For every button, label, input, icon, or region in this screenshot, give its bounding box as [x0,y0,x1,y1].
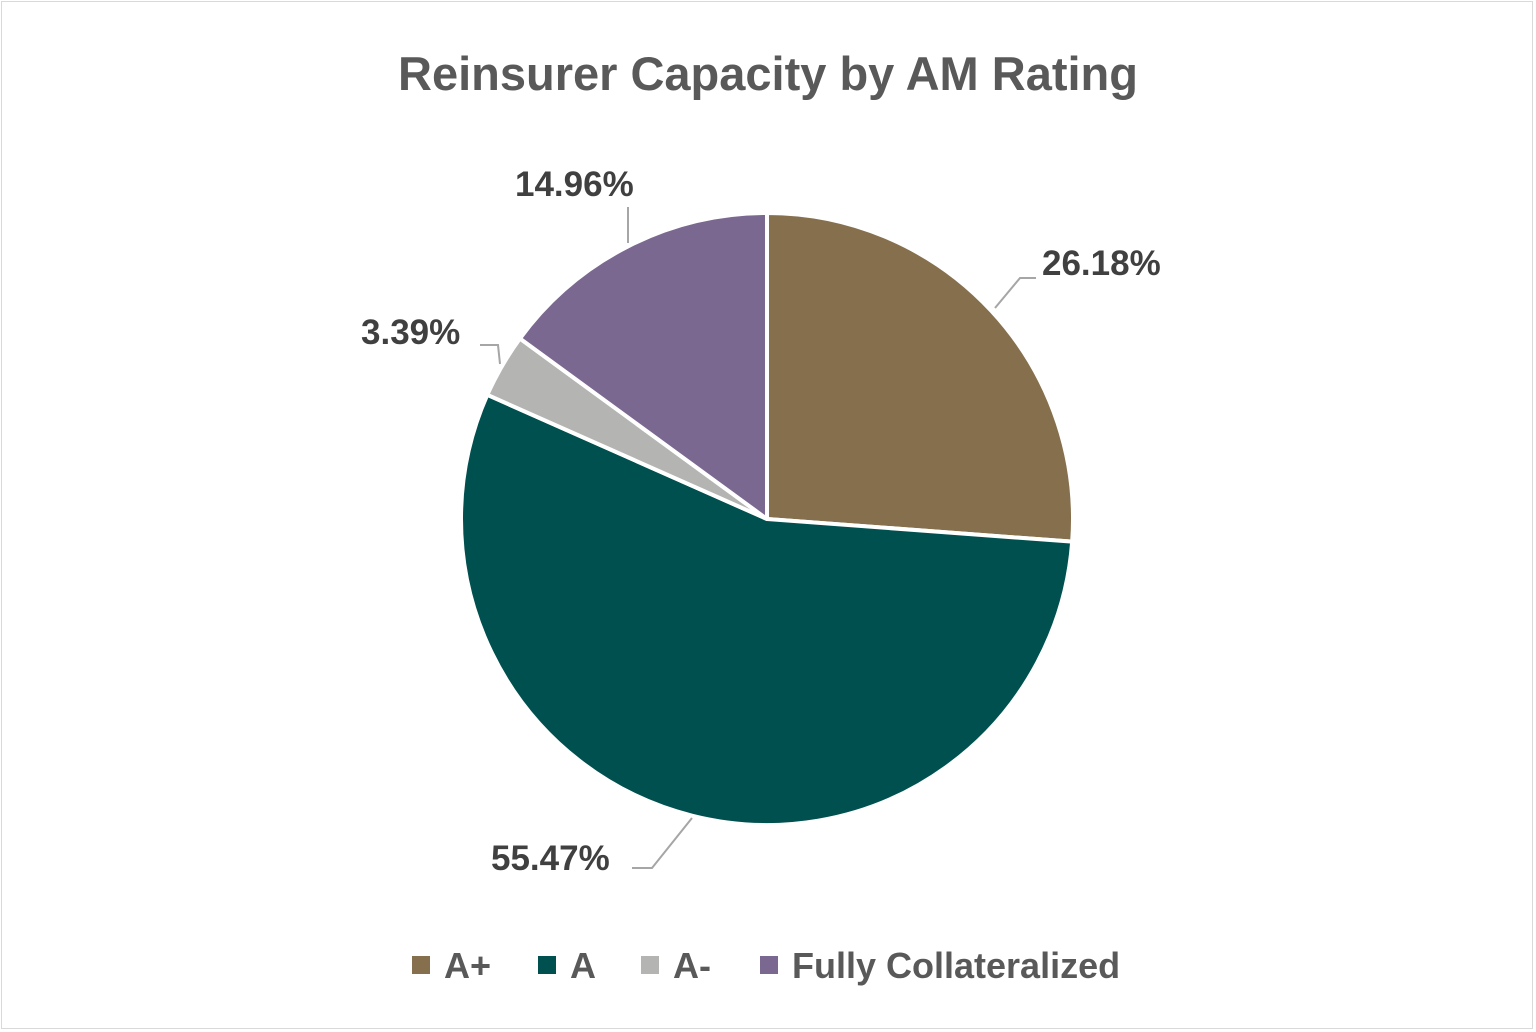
chart-title: Reinsurer Capacity by AM Rating [398,47,1138,100]
leader-line [994,277,1036,309]
data-label: 14.96% [515,165,634,204]
legend-swatch [412,956,430,974]
legend-swatch [538,956,556,974]
data-label: 55.47% [491,839,610,878]
data-label: 26.18% [1042,244,1161,283]
pie-slice-aminus [765,211,1075,544]
data-label: 3.39% [361,313,460,352]
legend-label: A [570,945,596,986]
legend-item: A [538,945,596,986]
legend-item: A+ [412,945,491,986]
legend-swatch [760,956,778,974]
legend-item: A- [641,945,711,986]
pie-slice-a [459,392,1075,827]
legend-item: Fully Collateralized [760,945,1120,986]
legend-label: A+ [444,945,491,986]
pie-slice-fully-collateralized [517,211,769,521]
leader-line [632,817,693,869]
legend-label: Fully Collateralized [792,945,1120,986]
legend-swatch [641,956,659,974]
leader-line [480,344,501,365]
legend-label: A- [673,945,711,986]
